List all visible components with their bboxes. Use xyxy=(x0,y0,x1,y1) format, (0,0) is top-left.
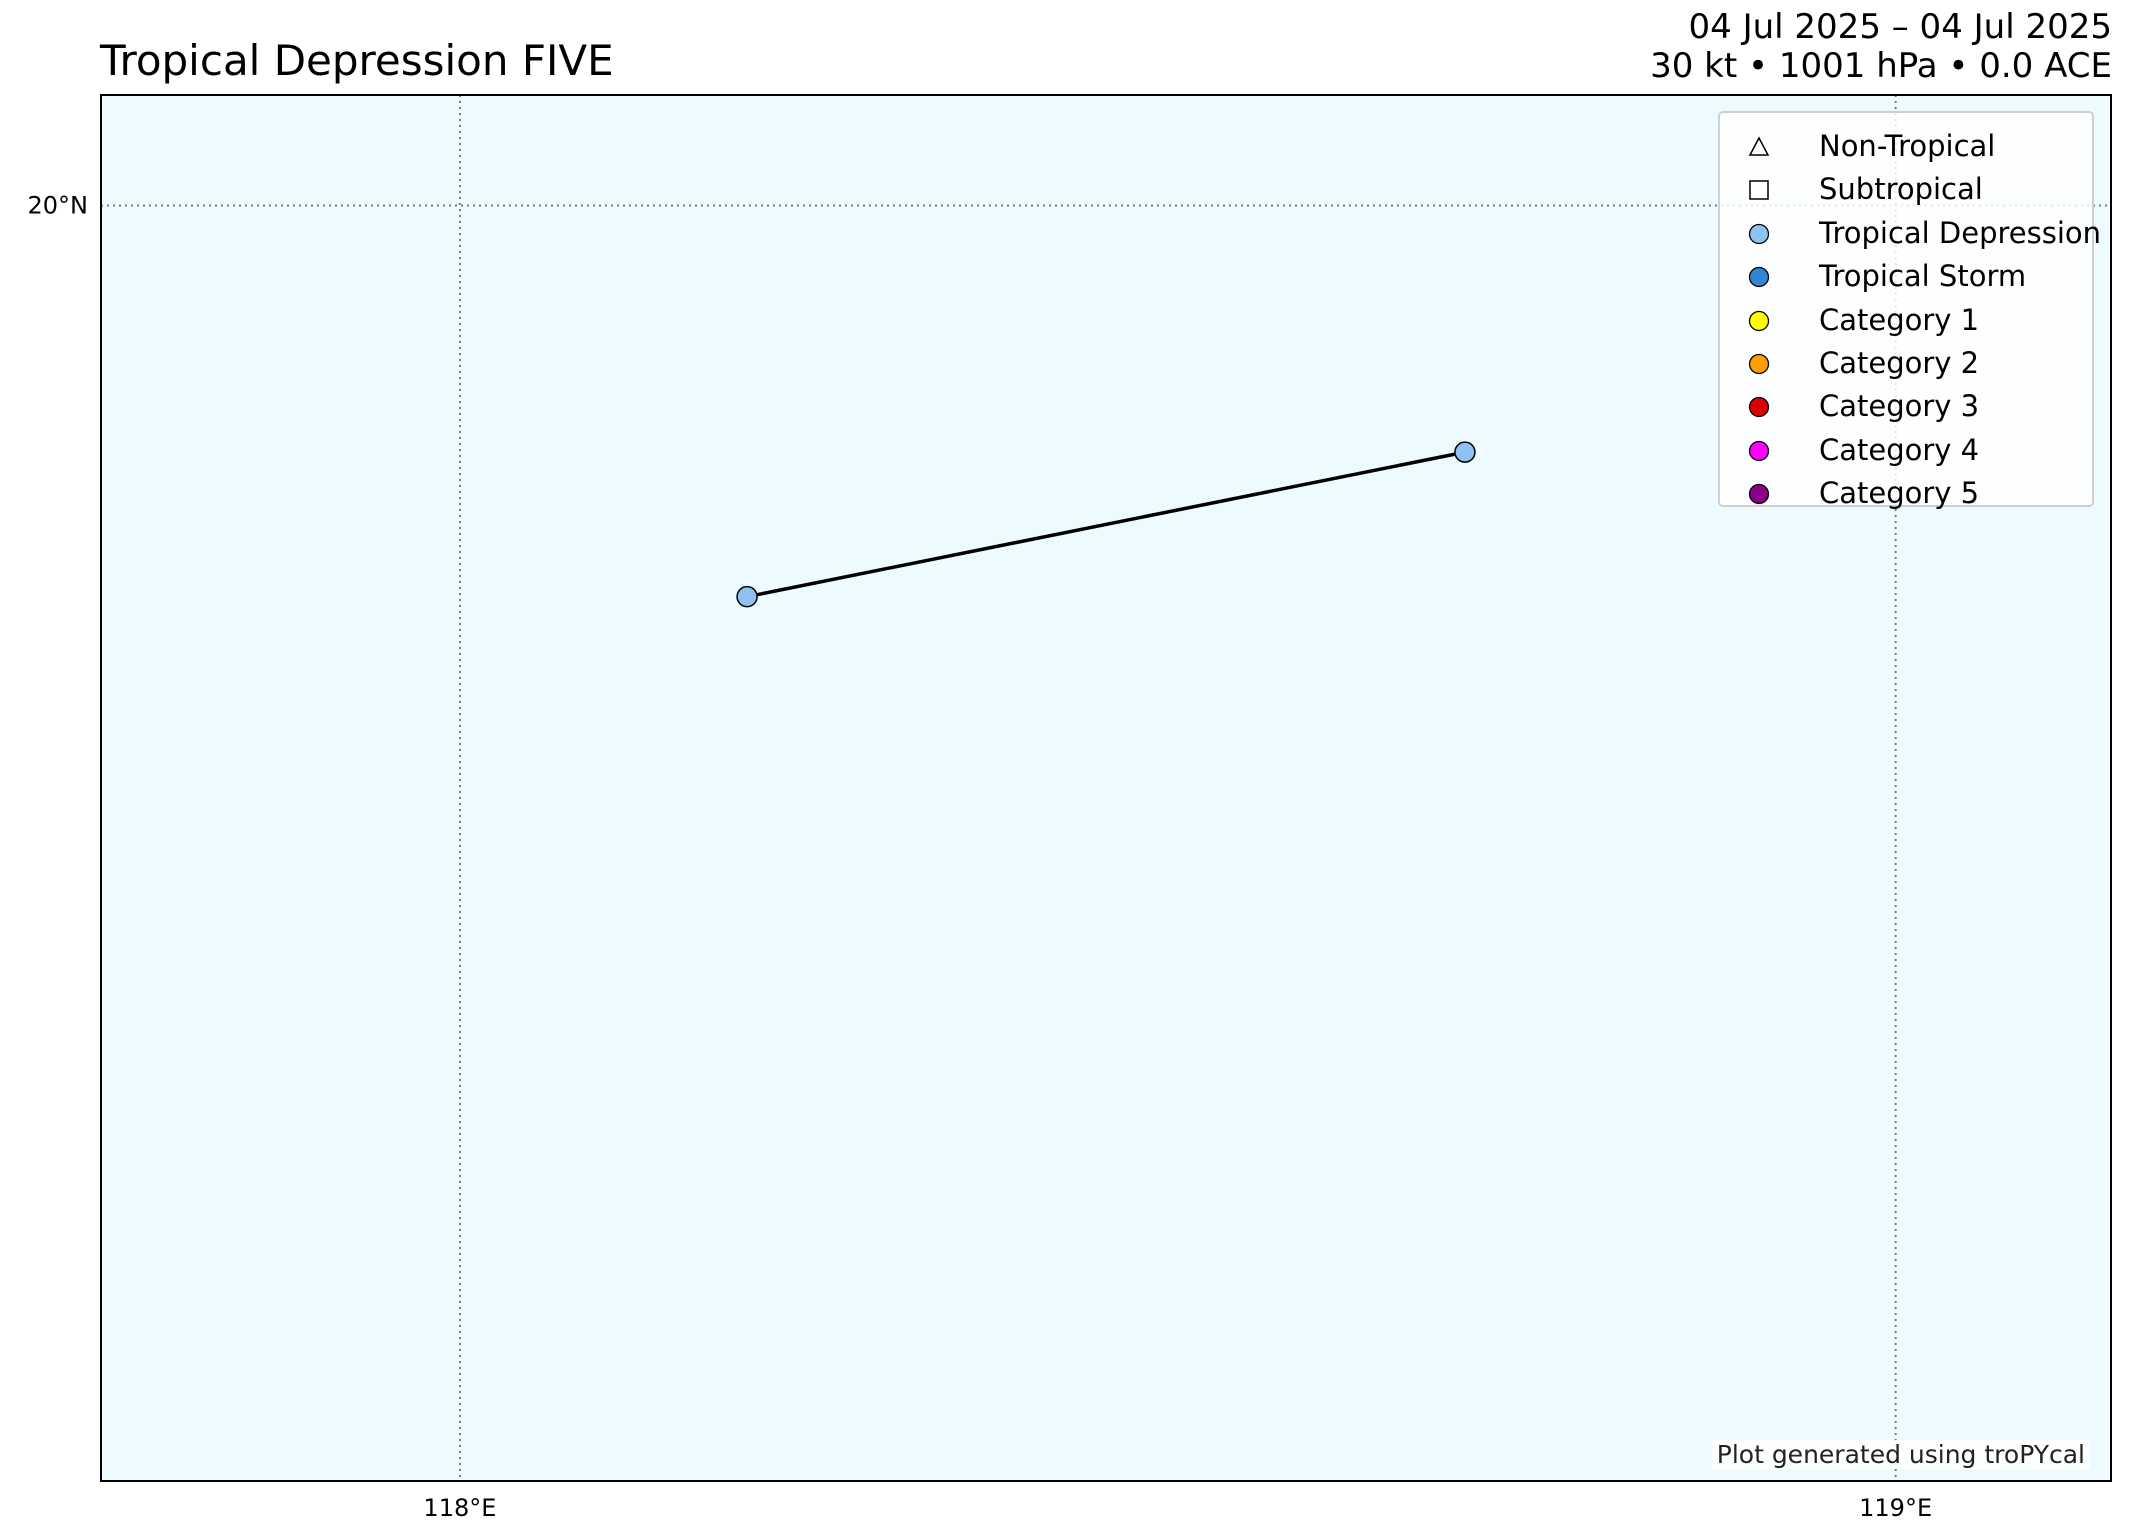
legend-label: Category 1 xyxy=(1819,302,1980,337)
legend-item: Category 3 xyxy=(1720,387,2092,427)
map-title: Tropical Depression FIVE xyxy=(100,36,614,85)
legend-item: Category 4 xyxy=(1720,431,2092,471)
legend-item: Non-Tropical xyxy=(1720,127,2092,167)
circle-marker-icon xyxy=(1748,267,1770,288)
legend-item: Category 2 xyxy=(1720,344,2092,384)
legend-label: Category 5 xyxy=(1819,476,1980,511)
date-range: 04 Jul 2025 – 04 Jul 2025 xyxy=(1688,7,2112,47)
legend-item: Category 1 xyxy=(1720,301,2092,341)
triangle-marker-icon xyxy=(1748,136,1770,156)
lon-tick-label: 118°E xyxy=(423,1494,496,1522)
legend-item: Tropical Storm xyxy=(1720,257,2092,297)
legend-item: Category 5 xyxy=(1720,474,2092,514)
legend-label: Subtropical xyxy=(1819,172,1983,207)
legend-label: Category 2 xyxy=(1819,346,1980,380)
legend-item: Subtropical xyxy=(1720,170,2092,210)
circle-marker-icon xyxy=(1748,440,1770,461)
storm-info: 04 Jul 2025 – 04 Jul 2025 30 kt • 1001 h… xyxy=(1650,8,2112,86)
legend-label: Category 4 xyxy=(1819,432,1980,467)
circle-marker-icon xyxy=(1748,310,1770,331)
circle-marker-icon xyxy=(1748,397,1770,418)
legend-label: Tropical Depression xyxy=(1819,215,2102,250)
legend-label: Non-Tropical xyxy=(1819,129,1996,163)
storm-stats: 30 kt • 1001 hPa • 0.0 ACE xyxy=(1650,46,2112,86)
track-point xyxy=(736,585,758,608)
circle-marker-icon xyxy=(1748,484,1770,505)
lon-tick-label: 119°E xyxy=(1859,1494,1932,1522)
track-point xyxy=(1454,441,1476,463)
square-marker-icon xyxy=(1749,180,1769,201)
map-frame xyxy=(100,94,2112,1482)
track-segment xyxy=(746,450,1466,599)
tick-labels: 118°E 119°E 20°N xyxy=(28,192,1933,1522)
storm-track xyxy=(736,441,1476,608)
credit-text: Plot generated using troPYcal xyxy=(1711,1440,2090,1469)
legend: Non-Tropical Subtropical Tropical Depressi… xyxy=(1718,111,2101,510)
legend-item: Tropical Depression xyxy=(1720,214,2101,254)
legend-label: Tropical Storm xyxy=(1819,259,2027,294)
lat-tick-label: 20°N xyxy=(28,192,89,220)
legend-label: Category 3 xyxy=(1819,389,1980,424)
circle-marker-icon xyxy=(1748,353,1770,375)
circle-marker-icon xyxy=(1748,223,1770,244)
